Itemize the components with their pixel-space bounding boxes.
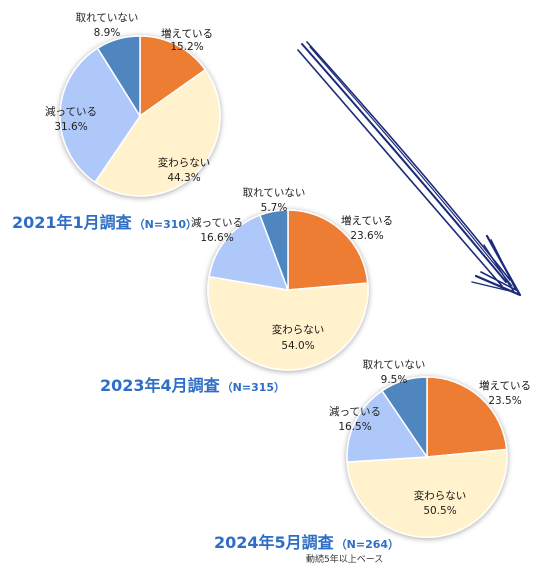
slice-value: 16.5% — [338, 421, 371, 433]
slice-unchanged — [93, 68, 221, 197]
slice-value: 9.5% — [381, 374, 408, 386]
pie-chart-2024: 増えている 23.5% 変わらない 50.5% 減っている 16.5% 取れてい… — [214, 359, 531, 565]
slice-value: 5.7% — [261, 202, 288, 214]
slice-label: 取れていない — [363, 359, 426, 371]
slice-unchanged — [207, 275, 369, 371]
slice-not-taking — [96, 35, 141, 119]
pie-chart-2021: 増えている 15.2% 変わらない 44.3% 減っている 31.6% 取れてい… — [12, 12, 221, 232]
slice-label: 減っている — [329, 405, 381, 418]
pie-2023-labels: 増えている 23.6% 変わらない 54.0% 減っている 16.6% 取れてい… — [191, 187, 393, 352]
pie-chart-2023: 増えている 23.6% 変わらない 54.0% 減っている 16.6% 取れてい… — [100, 187, 393, 395]
pie-2023-slices — [207, 209, 369, 371]
slice-value: 54.0% — [281, 340, 314, 352]
pie-2021-slices — [59, 35, 221, 197]
slice-value: 44.3% — [167, 172, 200, 184]
slice-not-taking — [258, 209, 289, 291]
slice-value: 23.6% — [350, 230, 383, 242]
slice-decreasing — [59, 47, 141, 184]
slice-decreasing — [208, 214, 290, 291]
slice-value: 8.9% — [94, 27, 121, 39]
slice-value: 50.5% — [423, 505, 456, 517]
chart-title-2024: 2024年5月調査 （N=264） — [214, 533, 399, 552]
slice-unchanged — [346, 448, 508, 538]
slice-label: 減っている — [45, 105, 97, 118]
slice-increasing — [426, 376, 508, 458]
slice-label: 変わらない — [158, 156, 211, 169]
slice-value: 31.6% — [54, 121, 87, 133]
slice-label: 減っている — [191, 216, 243, 229]
slice-label: 変わらない — [414, 489, 467, 502]
slice-decreasing — [346, 389, 429, 463]
slice-value: 16.6% — [200, 232, 233, 244]
chart-title-2023: 2023年4月調査 （N=315） — [100, 376, 285, 395]
slice-label: 増えている — [479, 379, 531, 392]
trend-arrow-icon — [297, 41, 522, 297]
slice-value: 23.5% — [488, 395, 521, 407]
footnote: 動続5年以上ベース — [306, 553, 383, 565]
pie-2021-labels: 増えている 15.2% 変わらない 44.3% 減っている 31.6% 取れてい… — [45, 12, 213, 184]
chart-title-2021: 2021年1月調査 （N=310） — [12, 213, 197, 232]
slice-label: 取れていない — [243, 187, 306, 199]
slice-label: 取れていない — [76, 12, 139, 24]
slice-label: 増えている — [341, 214, 393, 227]
slice-not-taking — [380, 376, 428, 460]
slice-increasing — [139, 35, 207, 118]
slice-increasing — [287, 209, 369, 291]
pie-2024-slices — [346, 376, 508, 538]
slice-label: 変わらない — [272, 323, 325, 336]
slice-label: 増えている — [161, 27, 213, 40]
pie-2024-labels: 増えている 23.5% 変わらない 50.5% 減っている 16.5% 取れてい… — [329, 359, 531, 517]
slice-value: 15.2% — [170, 41, 203, 53]
